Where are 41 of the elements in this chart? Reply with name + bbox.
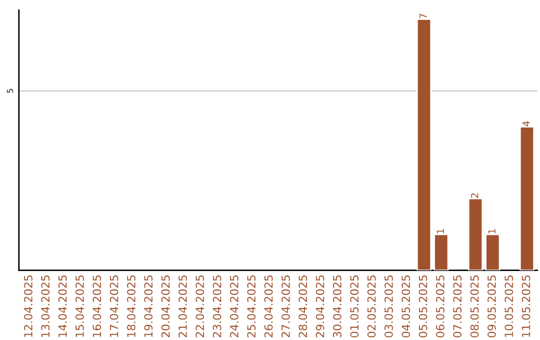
x-tick-label: 25.04.2025 <box>247 275 256 338</box>
x-tick-label: 17.04.2025 <box>110 275 118 337</box>
bar <box>468 198 484 270</box>
data-label: 1 <box>436 229 444 234</box>
x-tick-label: 22.04.2025 <box>196 275 204 338</box>
x-tick-label: 26.04.2025 <box>264 275 273 338</box>
x-tick-label: 13.04.2025 <box>41 275 50 337</box>
x-tick-label: 03.05.2025 <box>384 275 393 338</box>
x-tick-label: 11.05.2025 <box>522 275 530 337</box>
x-tick-label: 07.05.2025 <box>453 275 462 338</box>
x-tick-label: 29.04.2025 <box>316 275 324 338</box>
x-tick-label: 18.04.2025 <box>127 275 136 337</box>
x-tick-label: 24.04.2025 <box>230 275 238 338</box>
x-tick-label: 01.05.2025 <box>350 275 359 338</box>
data-label: 7 <box>420 14 427 18</box>
x-tick-label: 20.04.2025 <box>161 275 170 338</box>
x-tick-label: 04.05.2025 <box>402 275 410 338</box>
data-label: 2 <box>470 193 478 198</box>
x-tick-label: 30.04.2025 <box>333 275 342 338</box>
bar <box>416 18 432 270</box>
x-tick-label: 14.04.2025 <box>58 275 67 337</box>
x-tick-label: 27.04.2025 <box>282 275 290 338</box>
x-tick-label: 15.04.2025 <box>76 275 84 337</box>
data-label: 1 <box>488 229 496 234</box>
x-tick-label: 23.04.2025 <box>212 275 222 338</box>
x-tick-label: 09.05.2025 <box>487 275 496 338</box>
y-tick-label: 5 <box>6 89 14 93</box>
x-tick-label: 21.04.2025 <box>178 275 187 338</box>
data-label: 4 <box>522 121 530 126</box>
bar <box>519 126 535 270</box>
x-tick-label: 08.05.2025 <box>470 275 479 338</box>
bar <box>485 234 500 270</box>
x-tick-label: 02.05.2025 <box>367 275 376 338</box>
x-tick-label: 10.05.2025 <box>504 275 514 337</box>
x-tick-label: 06.05.2025 <box>436 275 444 338</box>
x-tick-label: 05.05.2025 <box>418 275 428 338</box>
bar <box>434 234 449 270</box>
x-tick-label: 12.04.2025 <box>24 275 32 337</box>
x-tick-label: 28.04.2025 <box>298 275 308 338</box>
x-tick-label: 16.04.2025 <box>92 275 102 337</box>
x-tick-label: 19.04.2025 <box>144 275 153 337</box>
